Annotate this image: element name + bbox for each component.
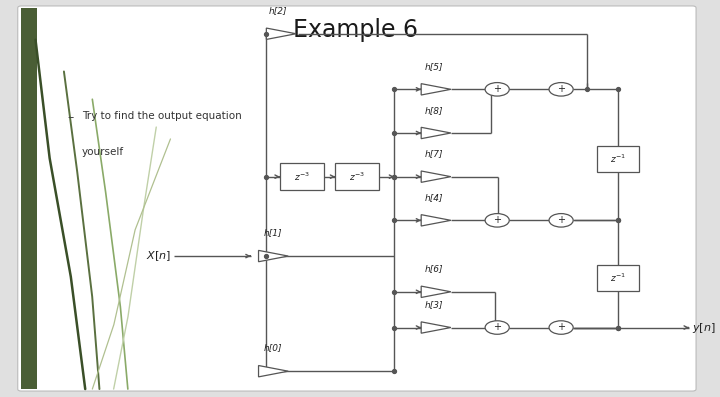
- Circle shape: [549, 214, 573, 227]
- Text: +: +: [493, 215, 501, 225]
- Text: h[2]: h[2]: [269, 6, 288, 15]
- Text: yourself: yourself: [81, 147, 124, 157]
- Circle shape: [485, 321, 509, 334]
- Polygon shape: [258, 251, 288, 262]
- Bar: [336, 163, 379, 190]
- Text: +: +: [557, 322, 565, 332]
- Circle shape: [549, 83, 573, 96]
- Polygon shape: [421, 215, 451, 226]
- Text: h[1]: h[1]: [264, 228, 282, 237]
- Text: –: –: [68, 111, 73, 124]
- Bar: [598, 265, 639, 291]
- Text: Try to find the output equation: Try to find the output equation: [81, 111, 241, 121]
- Polygon shape: [421, 127, 451, 139]
- Text: $X[n]$: $X[n]$: [145, 249, 171, 263]
- Text: Example 6: Example 6: [292, 18, 418, 42]
- Text: +: +: [493, 84, 501, 94]
- Text: h[4]: h[4]: [425, 193, 444, 202]
- FancyBboxPatch shape: [18, 6, 696, 391]
- Text: h[3]: h[3]: [425, 300, 444, 309]
- Text: $z^{-1}$: $z^{-1}$: [610, 272, 626, 284]
- Text: +: +: [557, 84, 565, 94]
- Text: +: +: [493, 322, 501, 332]
- Text: $y[n]$: $y[n]$: [693, 320, 716, 335]
- Text: $z^{-3}$: $z^{-3}$: [294, 170, 310, 183]
- Bar: [22, 8, 37, 389]
- Bar: [280, 163, 324, 190]
- Bar: [598, 146, 639, 172]
- Circle shape: [485, 214, 509, 227]
- Polygon shape: [258, 366, 288, 377]
- Polygon shape: [266, 28, 296, 39]
- Polygon shape: [421, 84, 451, 95]
- Text: h[0]: h[0]: [264, 343, 282, 352]
- Text: h[5]: h[5]: [425, 62, 444, 71]
- Polygon shape: [421, 322, 451, 333]
- Text: h[7]: h[7]: [425, 149, 444, 158]
- Text: +: +: [557, 215, 565, 225]
- Polygon shape: [421, 286, 451, 297]
- Polygon shape: [421, 171, 451, 182]
- Circle shape: [485, 83, 509, 96]
- Text: $z^{-3}$: $z^{-3}$: [349, 170, 365, 183]
- Text: $z^{-1}$: $z^{-1}$: [610, 152, 626, 165]
- Text: h[8]: h[8]: [425, 106, 444, 115]
- Text: h[6]: h[6]: [425, 264, 444, 274]
- Circle shape: [549, 321, 573, 334]
